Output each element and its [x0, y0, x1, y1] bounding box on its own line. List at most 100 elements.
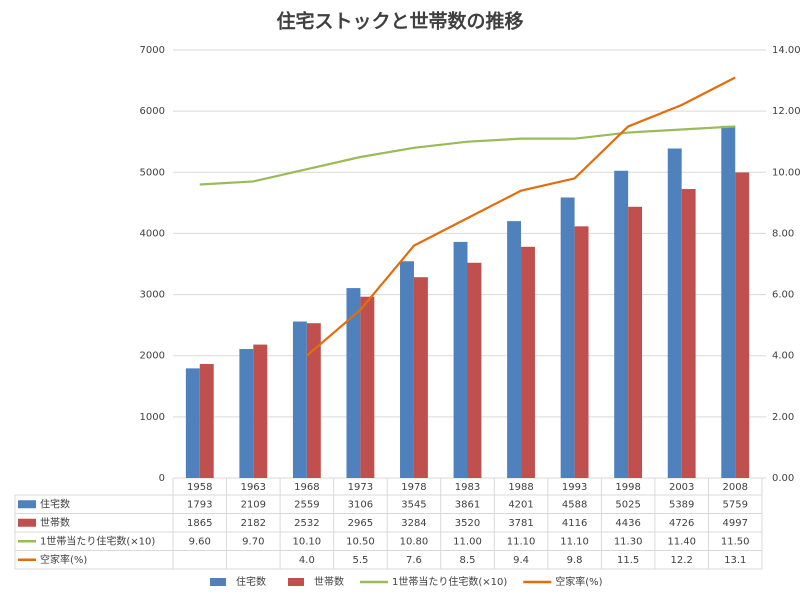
- x-tick-label: 1968: [294, 482, 319, 493]
- table-cell: 11.50: [721, 536, 750, 547]
- y2-tick-label: 14.00: [772, 45, 800, 56]
- bar: [453, 241, 468, 478]
- table-cell: 2532: [294, 518, 319, 529]
- table-cell: 9.4: [513, 555, 529, 566]
- table-cell: 4436: [615, 518, 640, 529]
- bar: [507, 221, 522, 478]
- bar: [346, 288, 361, 478]
- table-cell: 4726: [669, 518, 694, 529]
- legend-label: 空家率(%): [555, 575, 602, 588]
- table-cell: 8.5: [460, 555, 476, 566]
- table-cell: 11.00: [453, 536, 482, 547]
- bar: [614, 170, 629, 478]
- table-cell: 9.8: [567, 555, 583, 566]
- table-cell: 5759: [723, 499, 748, 510]
- table-cell: 10.50: [346, 536, 375, 547]
- table-cell: 4588: [562, 499, 587, 510]
- y2-tick-label: 2.00: [772, 412, 794, 423]
- table-cell: 11.30: [614, 536, 643, 547]
- table-cell: 2559: [294, 499, 319, 510]
- y2-tick-label: 10.00: [772, 167, 800, 178]
- y-tick-label: 1000: [140, 412, 165, 423]
- table-cell: 9.70: [242, 536, 264, 547]
- y2-tick-label: 12.00: [772, 106, 800, 117]
- legend-swatch: [18, 500, 36, 509]
- bar: [721, 125, 736, 478]
- table-cell: 5.5: [352, 555, 368, 566]
- table-row-label: 住宅数: [40, 497, 70, 510]
- bar: [306, 323, 321, 478]
- bar: [185, 368, 200, 478]
- x-tick-label: 1993: [562, 482, 587, 493]
- legend-swatch: [288, 578, 304, 586]
- bar: [681, 189, 696, 478]
- legend-label: 住宅数: [236, 575, 266, 588]
- table-cell: 1793: [187, 499, 212, 510]
- x-tick-label: 1973: [348, 482, 373, 493]
- table-cell: 3861: [455, 499, 480, 510]
- table-cell: 4997: [723, 518, 748, 529]
- table-cell: 10.80: [400, 536, 429, 547]
- bar: [467, 262, 482, 478]
- bar: [574, 226, 589, 478]
- x-tick-label: 1983: [455, 482, 480, 493]
- x-tick-label: 1978: [401, 482, 426, 493]
- table-row-label: 1世帯当たり住宅数(×10): [40, 534, 155, 547]
- y-tick-label: 6000: [140, 106, 165, 117]
- table-cell: 9.60: [189, 536, 211, 547]
- table-cell: 3545: [401, 499, 426, 510]
- table-cell: 5025: [615, 499, 640, 510]
- bar: [667, 148, 682, 478]
- y-tick-label: 0: [159, 473, 165, 484]
- table-cell: 7.6: [406, 555, 422, 566]
- table-cell: 12.2: [671, 555, 693, 566]
- x-tick-label: 1963: [241, 482, 266, 493]
- x-tick-label: 1998: [615, 482, 640, 493]
- table-cell: 3106: [348, 499, 373, 510]
- table-row-label: 空家率(%): [40, 553, 87, 566]
- y-tick-label: 2000: [140, 351, 165, 362]
- bar: [628, 206, 643, 479]
- bar: [292, 321, 307, 478]
- legend-swatch: [18, 518, 36, 527]
- table-cell: 5389: [669, 499, 694, 510]
- x-tick-label: 1988: [508, 482, 533, 493]
- line-series: [306, 76, 736, 357]
- y2-tick-label: 0.00: [772, 473, 794, 484]
- x-tick-label: 1958: [187, 482, 212, 493]
- bar: [735, 172, 750, 478]
- bar: [199, 363, 214, 478]
- bar: [239, 349, 254, 478]
- legend-label: 1世帯当たり住宅数(×10): [392, 575, 507, 588]
- bar: [560, 197, 575, 479]
- y-tick-label: 4000: [140, 228, 165, 239]
- table-cell: 2109: [241, 499, 266, 510]
- table-cell: 13.1: [724, 555, 746, 566]
- table-cell: 3781: [508, 518, 533, 529]
- y-tick-label: 7000: [140, 45, 165, 56]
- legend-swatch: [210, 578, 226, 586]
- table-cell: 11.40: [667, 536, 696, 547]
- table-cell: 4.0: [299, 555, 315, 566]
- table-cell: 2965: [348, 518, 373, 529]
- line-series: [199, 125, 736, 186]
- table-cell: 11.10: [560, 536, 589, 547]
- table-cell: 3284: [401, 518, 426, 529]
- bar: [253, 344, 268, 478]
- table-cell: 1865: [187, 518, 212, 529]
- table-cell: 2182: [241, 518, 266, 529]
- x-tick-label: 2008: [723, 482, 748, 493]
- y-tick-label: 5000: [140, 167, 165, 178]
- table-cell: 10.10: [293, 536, 322, 547]
- y2-tick-label: 4.00: [772, 351, 794, 362]
- chart-title: 住宅ストックと世帯数の推移: [276, 10, 523, 33]
- table-cell: 11.5: [617, 555, 639, 566]
- x-tick-label: 2003: [669, 482, 694, 493]
- y-tick-label: 3000: [140, 290, 165, 301]
- y2-tick-label: 6.00: [772, 290, 794, 301]
- table-cell: 3520: [455, 518, 480, 529]
- legend-label: 世帯数: [314, 575, 344, 588]
- bar: [521, 246, 535, 478]
